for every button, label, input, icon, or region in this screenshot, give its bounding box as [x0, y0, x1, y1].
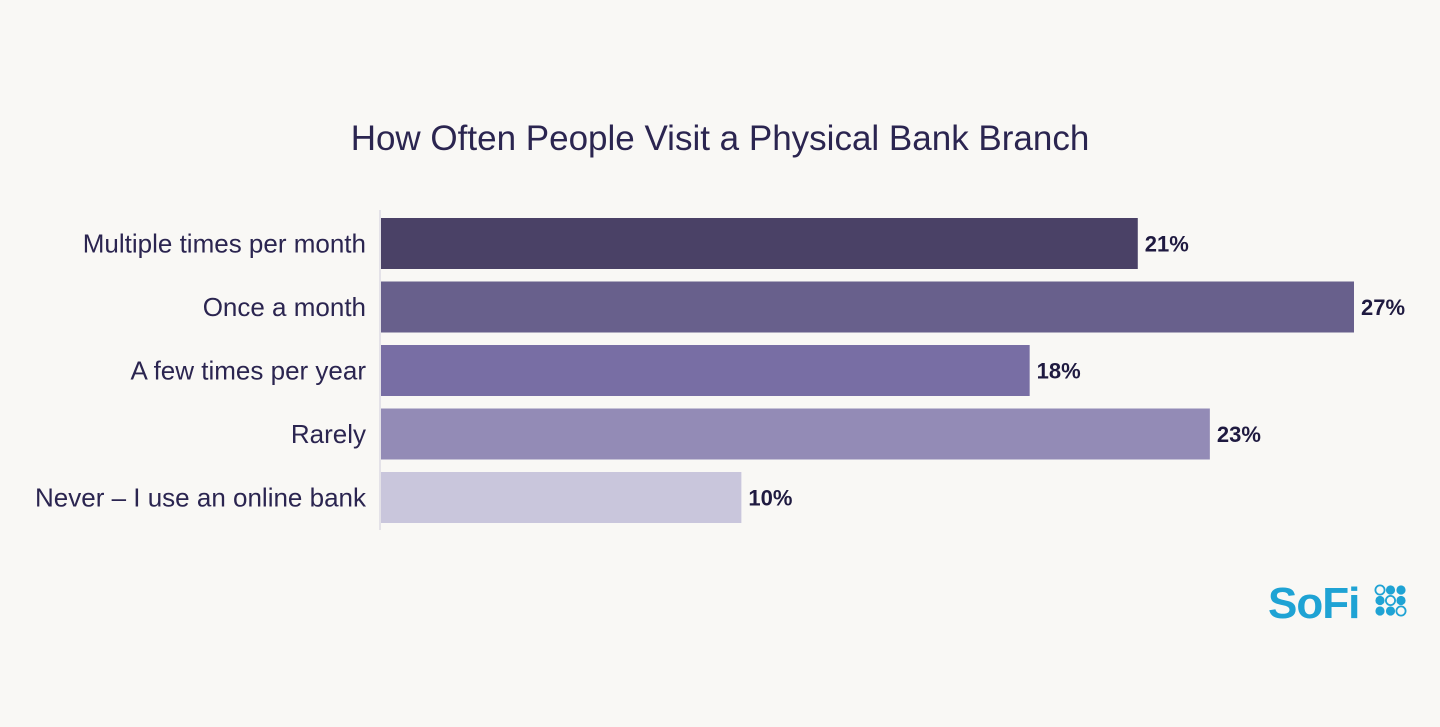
- value-label-3: 18%: [1037, 359, 1081, 384]
- value-label-1: 21%: [1145, 232, 1189, 257]
- logo-dot: [1374, 584, 1386, 596]
- logo-dot: [1395, 605, 1407, 617]
- bar-3: [381, 345, 1030, 396]
- logo-dot: [1385, 585, 1396, 595]
- value-label-4: 23%: [1217, 422, 1261, 447]
- logo-dot: [1396, 585, 1406, 595]
- brand-name: SoFi: [1268, 579, 1359, 628]
- category-label-3: A few times per year: [130, 356, 366, 386]
- logo-dot: [1385, 595, 1397, 607]
- chart-title: How Often People Visit a Physical Bank B…: [351, 119, 1090, 158]
- bar-2: [381, 281, 1354, 333]
- logo-dot: [1396, 595, 1406, 606]
- sofi-dots-logo-icon: [1374, 584, 1407, 617]
- logo-dot: [1375, 595, 1385, 606]
- logo-dot: [1385, 606, 1396, 616]
- value-label-5: 10%: [748, 486, 792, 511]
- category-label-2: Once a month: [203, 292, 366, 322]
- logo-dot: [1375, 606, 1385, 616]
- category-label-5: Never – I use an online bank: [35, 483, 367, 513]
- bars-group: Multiple times per month 21% Once a month 2…: [35, 218, 1405, 523]
- category-label-4: Rarely: [291, 419, 366, 449]
- bar-1: [381, 218, 1138, 269]
- sofi-logo: SoFi: [1268, 579, 1407, 628]
- bar-5: [381, 472, 742, 523]
- bar-4: [381, 408, 1210, 460]
- category-label-1: Multiple times per month: [83, 229, 366, 259]
- value-label-2: 27%: [1361, 295, 1405, 320]
